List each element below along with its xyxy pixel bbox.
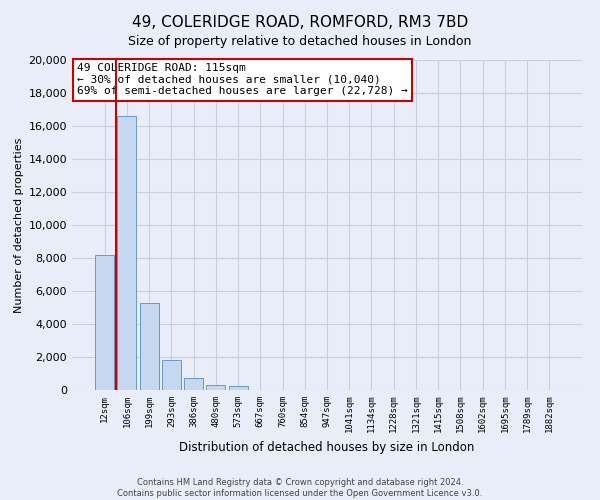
Text: Contains HM Land Registry data © Crown copyright and database right 2024.
Contai: Contains HM Land Registry data © Crown c… <box>118 478 482 498</box>
Bar <box>95 254 114 390</box>
Y-axis label: Number of detached properties: Number of detached properties <box>14 138 25 312</box>
Text: 49 COLERIDGE ROAD: 115sqm
← 30% of detached houses are smaller (10,040)
69% of s: 49 COLERIDGE ROAD: 115sqm ← 30% of detac… <box>77 64 408 96</box>
Bar <box>118 116 136 390</box>
Bar <box>162 360 181 390</box>
Text: Size of property relative to detached houses in London: Size of property relative to detached ho… <box>128 35 472 48</box>
X-axis label: Distribution of detached houses by size in London: Distribution of detached houses by size … <box>179 441 475 454</box>
Bar <box>184 378 203 390</box>
Bar <box>140 302 158 390</box>
Bar <box>229 386 248 390</box>
Bar <box>206 385 225 390</box>
Text: 49, COLERIDGE ROAD, ROMFORD, RM3 7BD: 49, COLERIDGE ROAD, ROMFORD, RM3 7BD <box>132 15 468 30</box>
